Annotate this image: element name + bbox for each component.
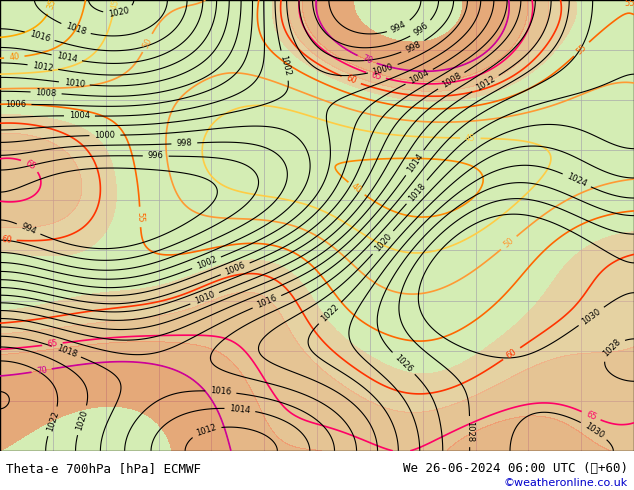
Text: 1020: 1020 [75,409,89,432]
Text: We 26-06-2024 06:00 UTC (˸+60): We 26-06-2024 06:00 UTC (˸+60) [403,462,628,475]
Text: 70: 70 [361,53,373,66]
Text: 1004: 1004 [408,68,430,86]
Text: 1014: 1014 [229,404,251,415]
Text: 65: 65 [370,70,382,81]
Text: 1028: 1028 [601,338,623,359]
Text: 65: 65 [47,339,58,349]
Text: 1014: 1014 [405,151,425,174]
Text: 1006: 1006 [224,261,247,277]
Text: 1000: 1000 [372,62,394,76]
Text: 1018: 1018 [55,343,78,359]
Text: 994: 994 [390,20,408,35]
Text: 65: 65 [23,158,37,172]
Text: 1016: 1016 [29,29,51,43]
Text: 1004: 1004 [69,111,90,121]
Text: 994: 994 [20,221,37,236]
Text: 1012: 1012 [32,61,54,73]
Text: 1014: 1014 [56,51,78,65]
Text: 1002: 1002 [195,255,218,271]
Text: 55: 55 [136,212,145,222]
Text: 1010: 1010 [193,290,216,306]
Text: 60: 60 [505,347,519,360]
Text: 1000: 1000 [94,131,115,140]
Text: 996: 996 [412,21,430,37]
Text: 55: 55 [574,42,588,56]
Text: 1012: 1012 [195,423,217,438]
Text: 55: 55 [624,0,634,8]
Text: 1022: 1022 [45,410,60,433]
Text: 1018: 1018 [406,181,427,203]
Text: 1030: 1030 [583,421,605,440]
Text: 45: 45 [465,134,476,143]
Text: Theta-e 700hPa [hPa] ECMWF: Theta-e 700hPa [hPa] ECMWF [6,462,202,475]
Text: 1024: 1024 [566,172,588,189]
Text: 60: 60 [345,74,358,86]
Text: 50: 50 [502,236,515,250]
Text: 70: 70 [36,365,48,376]
Text: 1010: 1010 [63,78,85,89]
Text: 1018: 1018 [64,22,87,37]
Text: 50: 50 [141,36,154,49]
Text: 40: 40 [9,52,20,62]
Text: 1016: 1016 [256,294,278,310]
Text: 60: 60 [1,235,12,245]
Text: 1026: 1026 [393,353,415,374]
Text: 45: 45 [110,0,121,11]
Text: 40: 40 [349,182,363,196]
Text: 1008: 1008 [440,72,463,90]
Text: 1028: 1028 [465,421,474,442]
Text: 996: 996 [148,151,164,161]
Text: 1016: 1016 [210,386,232,397]
Text: 35: 35 [46,0,58,11]
Text: 1002: 1002 [278,54,292,77]
Text: 1020: 1020 [107,6,130,19]
Text: ©weatheronline.co.uk: ©weatheronline.co.uk [503,478,628,488]
Text: 1020: 1020 [373,232,393,253]
Text: 1008: 1008 [36,88,57,98]
Text: 998: 998 [176,139,193,148]
Text: 998: 998 [404,39,422,54]
Text: 65: 65 [585,410,598,422]
Text: 1030: 1030 [580,307,602,326]
Text: 1022: 1022 [320,302,340,323]
Text: 1006: 1006 [5,100,27,109]
Text: 1012: 1012 [474,74,497,93]
